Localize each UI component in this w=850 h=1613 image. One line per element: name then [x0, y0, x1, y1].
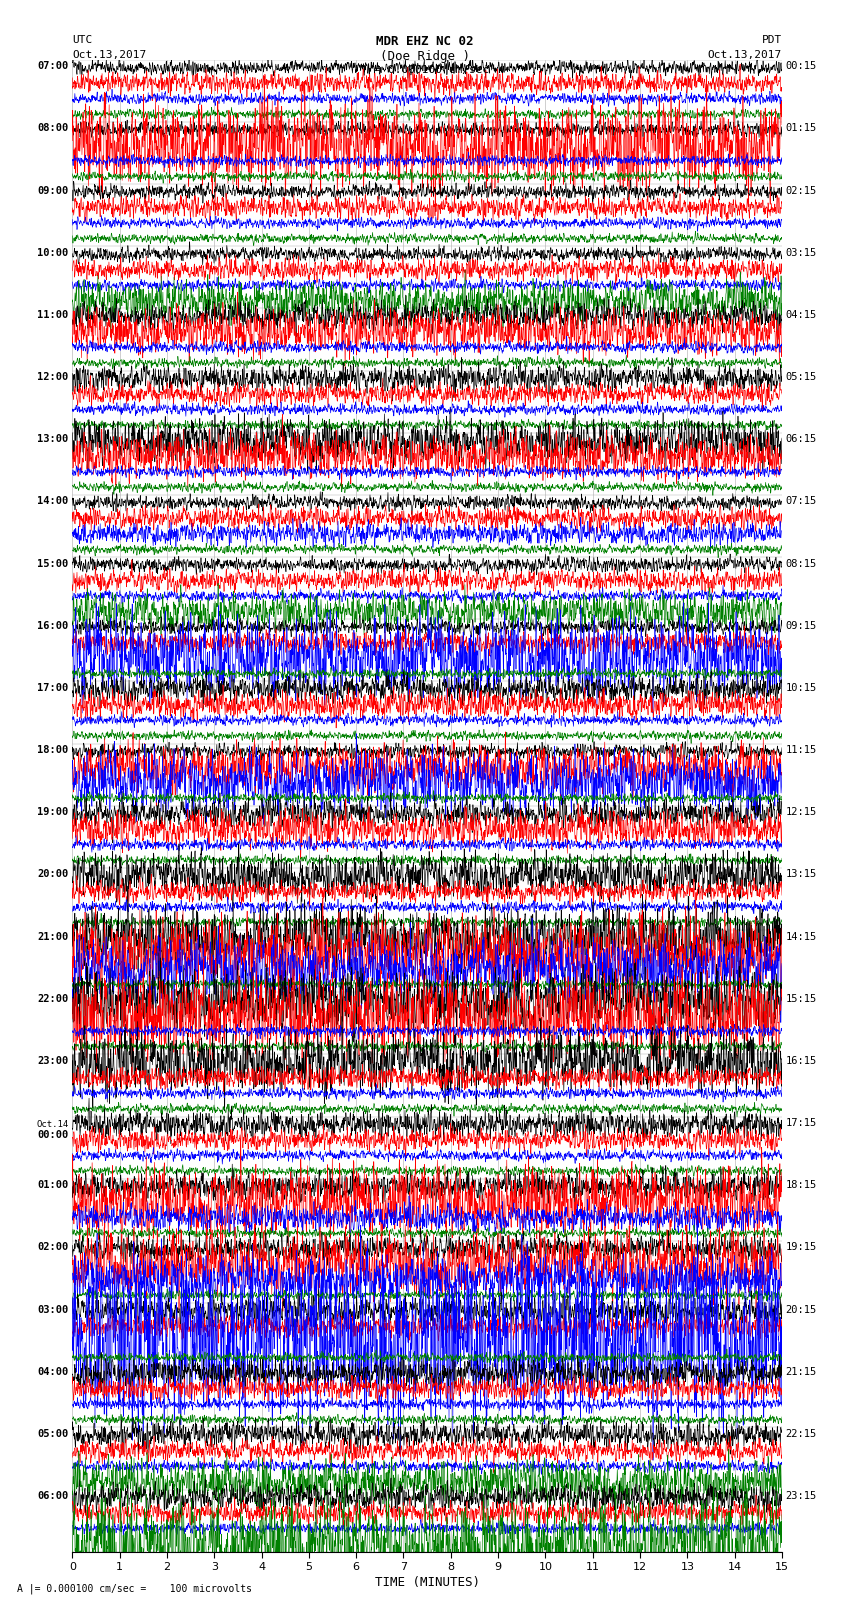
- Text: 18:00: 18:00: [37, 745, 69, 755]
- Text: 19:15: 19:15: [785, 1242, 817, 1252]
- Text: 06:15: 06:15: [785, 434, 817, 444]
- Text: (Doe Ridge ): (Doe Ridge ): [380, 50, 470, 63]
- Text: 04:15: 04:15: [785, 310, 817, 319]
- Text: 08:00: 08:00: [37, 123, 69, 134]
- Text: 16:00: 16:00: [37, 621, 69, 631]
- Text: 10:15: 10:15: [785, 682, 817, 694]
- Text: 16:15: 16:15: [785, 1057, 817, 1066]
- Text: 02:00: 02:00: [37, 1242, 69, 1252]
- Text: Oct.14: Oct.14: [37, 1119, 69, 1129]
- Text: 09:15: 09:15: [785, 621, 817, 631]
- Text: 14:15: 14:15: [785, 932, 817, 942]
- Text: 21:15: 21:15: [785, 1366, 817, 1376]
- Text: 13:00: 13:00: [37, 434, 69, 444]
- Text: 18:15: 18:15: [785, 1181, 817, 1190]
- Text: 15:00: 15:00: [37, 558, 69, 568]
- Text: 05:15: 05:15: [785, 373, 817, 382]
- Text: 22:00: 22:00: [37, 994, 69, 1003]
- Text: 07:15: 07:15: [785, 497, 817, 506]
- Text: | = 0.000100 cm/sec: | = 0.000100 cm/sec: [361, 65, 489, 76]
- Text: 07:00: 07:00: [37, 61, 69, 71]
- Text: 04:00: 04:00: [37, 1366, 69, 1376]
- Text: 17:15: 17:15: [785, 1118, 817, 1127]
- Text: 21:00: 21:00: [37, 932, 69, 942]
- Text: 23:00: 23:00: [37, 1057, 69, 1066]
- Text: 05:00: 05:00: [37, 1429, 69, 1439]
- Text: 17:00: 17:00: [37, 682, 69, 694]
- Text: 12:15: 12:15: [785, 806, 817, 818]
- Text: 03:00: 03:00: [37, 1305, 69, 1315]
- Text: 12:00: 12:00: [37, 373, 69, 382]
- Text: 10:00: 10:00: [37, 248, 69, 258]
- Text: 02:15: 02:15: [785, 185, 817, 195]
- Text: 13:15: 13:15: [785, 869, 817, 879]
- Text: 09:00: 09:00: [37, 185, 69, 195]
- Text: PDT: PDT: [762, 35, 782, 45]
- Text: 19:00: 19:00: [37, 806, 69, 818]
- Text: 00:00: 00:00: [37, 1131, 69, 1140]
- Text: 11:15: 11:15: [785, 745, 817, 755]
- Text: 22:15: 22:15: [785, 1429, 817, 1439]
- Text: 14:00: 14:00: [37, 497, 69, 506]
- Text: 15:15: 15:15: [785, 994, 817, 1003]
- Text: 20:00: 20:00: [37, 869, 69, 879]
- Text: 23:15: 23:15: [785, 1490, 817, 1502]
- Text: 00:15: 00:15: [785, 61, 817, 71]
- Text: 11:00: 11:00: [37, 310, 69, 319]
- Text: Oct.13,2017: Oct.13,2017: [708, 50, 782, 60]
- Text: 03:15: 03:15: [785, 248, 817, 258]
- Text: MDR EHZ NC 02: MDR EHZ NC 02: [377, 35, 473, 48]
- Text: 06:00: 06:00: [37, 1490, 69, 1502]
- Text: 01:15: 01:15: [785, 123, 817, 134]
- Text: Oct.13,2017: Oct.13,2017: [72, 50, 146, 60]
- Text: A |= 0.000100 cm/sec =    100 microvolts: A |= 0.000100 cm/sec = 100 microvolts: [17, 1582, 252, 1594]
- Text: 20:15: 20:15: [785, 1305, 817, 1315]
- X-axis label: TIME (MINUTES): TIME (MINUTES): [375, 1576, 479, 1589]
- Text: 08:15: 08:15: [785, 558, 817, 568]
- Text: UTC: UTC: [72, 35, 93, 45]
- Text: 01:00: 01:00: [37, 1181, 69, 1190]
